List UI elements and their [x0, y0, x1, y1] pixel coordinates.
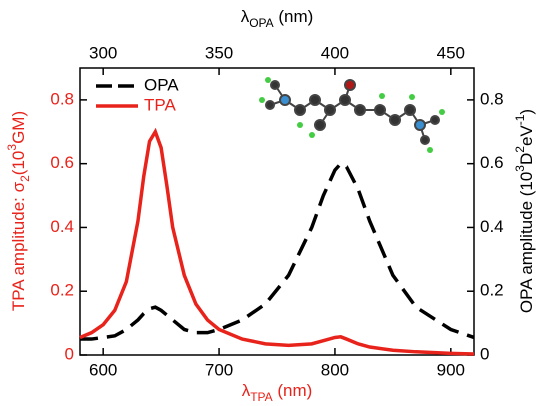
y-axis-label: TPA amplitude: σ2(103GM) [5, 111, 32, 311]
x2-tick-label: 350 [205, 43, 233, 62]
x-tick-label: 800 [321, 360, 349, 379]
y-tick-label: 0.6 [50, 153, 74, 172]
y-tick-label: 0.8 [50, 89, 74, 108]
y2-axis-label: OPA amplitude (103D2eV-1) [513, 109, 536, 313]
y2-tick-label: 0.4 [480, 217, 504, 236]
y-tick-label: 0.2 [50, 281, 74, 300]
y2-tick-label: 0.8 [480, 89, 504, 108]
y-tick-label: 0 [65, 344, 74, 363]
y2-tick-label: 0.2 [480, 281, 504, 300]
x-axis-label: λTPA (nm) [242, 381, 313, 404]
x-tick-label: 900 [437, 360, 465, 379]
x2-tick-label: 400 [321, 43, 349, 62]
legend-label: TPA [144, 95, 176, 114]
x2-tick-label: 450 [437, 43, 465, 62]
x-tick-label: 700 [205, 360, 233, 379]
x-tick-label: 600 [89, 360, 117, 379]
x2-tick-label: 300 [89, 43, 117, 62]
legend-label: OPA [144, 75, 179, 94]
x2-axis-label: λOPA (nm) [241, 7, 314, 30]
chart: λTPA (nm) λOPA (nm) TPA amplitude: σ2(10… [0, 0, 544, 406]
series-line [80, 164, 474, 339]
y2-tick-label: 0.6 [480, 153, 504, 172]
molecule [259, 77, 445, 153]
y-tick-label: 0.4 [50, 217, 74, 236]
y2-tick-label: 0 [480, 344, 489, 363]
